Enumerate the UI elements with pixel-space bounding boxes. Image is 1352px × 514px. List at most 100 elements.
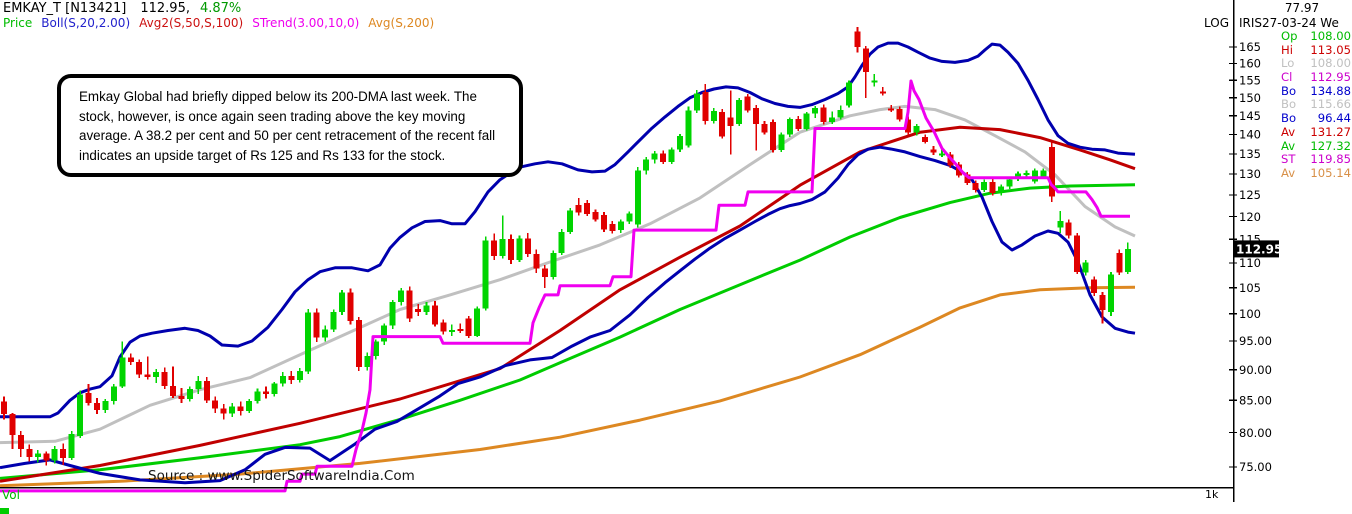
candle-body	[322, 329, 329, 338]
candle-body	[989, 181, 996, 194]
candle-body	[271, 383, 278, 394]
candle-body	[423, 305, 430, 313]
candle-body	[1065, 222, 1072, 236]
candle-body	[558, 231, 565, 253]
candle-body	[381, 325, 388, 342]
candle-body	[262, 391, 269, 395]
panel-row-av-7: Av 131.27	[1281, 124, 1351, 140]
panel-row-value: 112.95	[1310, 70, 1351, 85]
avg50-line	[0, 125, 1136, 483]
panel-row-label: Cl	[1281, 70, 1293, 85]
axis-tick-label: 155	[1239, 74, 1261, 88]
candle-body	[972, 183, 979, 190]
panel-row-op-0: Op 108.00	[1281, 29, 1351, 44]
candle-body	[457, 328, 464, 331]
avg200-line	[0, 285, 1136, 488]
candle-body	[305, 312, 312, 372]
panel-row-label: Bo	[1281, 111, 1297, 126]
candle-body	[1015, 173, 1021, 179]
panel-row-value: 131.27	[1310, 124, 1351, 139]
candle-body	[144, 374, 151, 377]
candle-body	[719, 112, 726, 137]
candle-body	[482, 240, 489, 309]
candle-body	[499, 238, 506, 257]
axis-tick-label: 105	[1239, 281, 1261, 295]
candle-body	[339, 292, 345, 313]
candle-body	[212, 400, 219, 409]
candle-body	[660, 153, 667, 162]
axis-tick-label: 145	[1239, 109, 1261, 123]
candle-body	[634, 170, 641, 225]
candle-body	[60, 448, 67, 458]
candle-body	[862, 48, 869, 73]
candle-body	[203, 381, 210, 401]
candle-body	[347, 292, 354, 322]
candle-body	[279, 375, 286, 384]
axis-tick-label: 140	[1239, 128, 1261, 142]
panel-row-value: 105.14	[1310, 165, 1351, 180]
candle-body	[922, 136, 928, 142]
candle-body	[888, 108, 895, 111]
candle-body	[744, 96, 751, 111]
panel-row-value: 134.88	[1310, 83, 1351, 98]
candle-body	[727, 117, 734, 126]
panel-row-label: Av	[1281, 165, 1296, 180]
candle-body	[1107, 274, 1114, 313]
candle-body	[195, 381, 202, 390]
candle-body	[77, 394, 83, 436]
candle-body	[1023, 172, 1030, 175]
candle-body	[398, 290, 405, 303]
candle-body	[93, 402, 100, 410]
candle-body	[736, 99, 743, 124]
candle-body	[550, 252, 557, 278]
axis-tick-label: 100	[1239, 307, 1261, 321]
panel-row-label: Av	[1281, 138, 1296, 153]
panel-row-value: 115.66	[1310, 97, 1351, 112]
candle-body	[829, 117, 836, 123]
panel-row-value: 108.00	[1310, 29, 1351, 43]
candle-body	[600, 214, 607, 230]
log-scale-label[interactable]: LOG	[1204, 16, 1230, 30]
candle-body	[1091, 279, 1097, 293]
candle-body	[846, 82, 852, 106]
candle-body	[998, 186, 1005, 194]
candle-body	[955, 164, 962, 176]
candle-body	[617, 221, 624, 231]
panel-row-bo-6: Bo 96.44	[1281, 111, 1351, 126]
panel-row-bo-5: Bo 115.66	[1281, 98, 1351, 112]
cursor-date-label: 27-03-24 We	[1262, 16, 1339, 30]
annotation-text: Emkay Global had briefly dipped below it…	[79, 89, 496, 163]
candle-body	[837, 110, 844, 118]
candle-body	[516, 238, 523, 261]
axis-tick-label: 85.00	[1239, 394, 1272, 408]
candle-body	[981, 181, 988, 190]
symbol-label: EMKAY_T [N13421]	[3, 1, 127, 16]
candle-body	[288, 375, 295, 380]
last-price-label: 112.95,	[140, 1, 190, 16]
candle-body	[575, 205, 582, 213]
candle-body	[85, 392, 92, 403]
candle-body	[677, 136, 683, 150]
axis-tick-label: 80.00	[1239, 426, 1272, 440]
axis-tick-label: 130	[1239, 167, 1261, 181]
candle-body	[389, 302, 396, 326]
candle-body	[153, 372, 160, 377]
candle-body	[1048, 146, 1055, 197]
candle-body	[753, 107, 759, 124]
candle-body	[474, 308, 481, 336]
axis-tick-label: 75.00	[1239, 460, 1272, 474]
legend-item-0: Price	[3, 16, 33, 30]
indicator-legend: Price Boll(S,20,2.00) Avg2(S,50,S,100) STre…	[3, 16, 443, 30]
candle-body	[17, 435, 24, 449]
axis-tick-label: 165	[1239, 40, 1261, 54]
candle-body	[905, 119, 912, 133]
candle-body	[533, 253, 540, 269]
candle-body	[170, 386, 176, 396]
candle-body	[178, 395, 185, 399]
candle-body	[102, 400, 109, 410]
bollinger_lower-line	[0, 145, 1136, 485]
panel-row-value: 127.32	[1310, 138, 1351, 153]
legend-item-3: STrend(3.00,10,0)	[252, 16, 360, 30]
candle-body	[110, 386, 117, 401]
